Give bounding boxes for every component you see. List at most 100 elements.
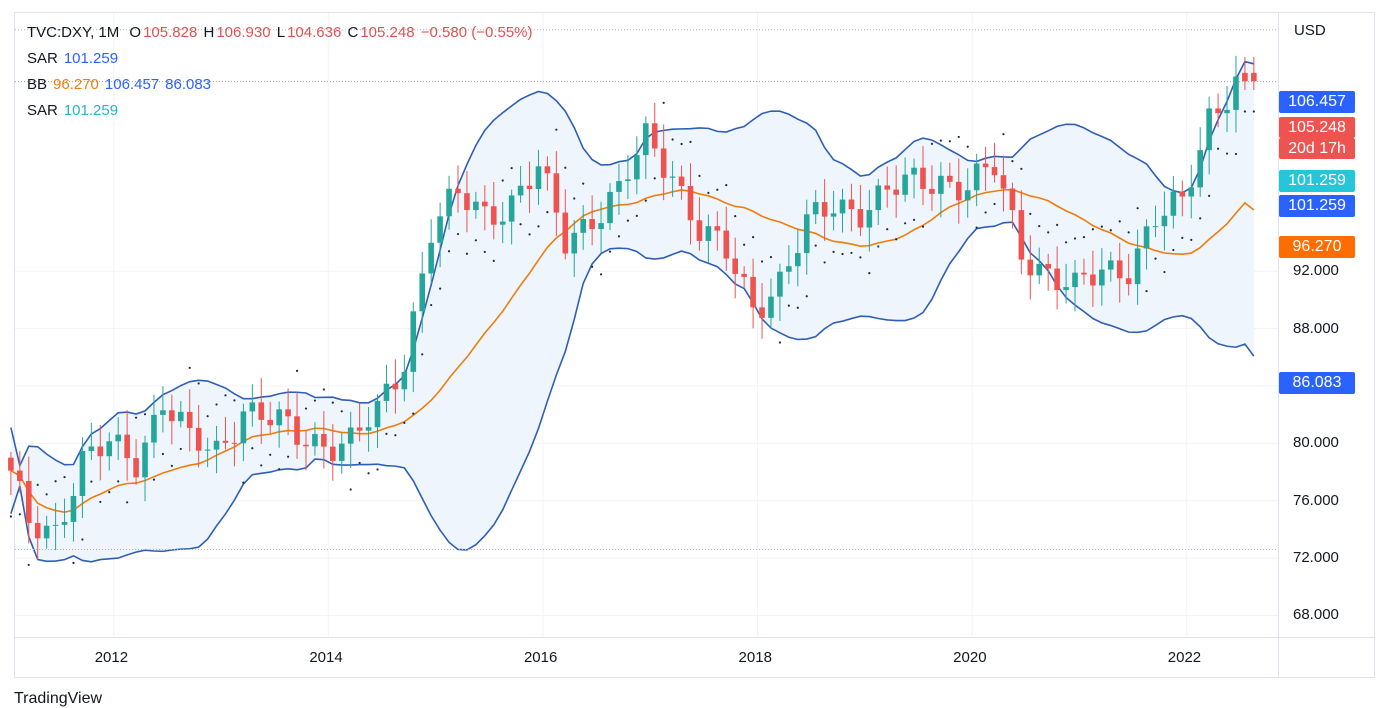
sar-dot bbox=[72, 561, 75, 565]
candle-body bbox=[830, 213, 837, 217]
sar-dot bbox=[1234, 152, 1238, 156]
candle-body bbox=[1215, 108, 1221, 114]
sar-dot bbox=[1047, 231, 1050, 234]
sar-dot bbox=[474, 239, 477, 242]
sar-dot bbox=[751, 236, 755, 239]
time-tick-label: 2016 bbox=[523, 649, 558, 666]
sar-dot bbox=[805, 295, 808, 298]
candle-body bbox=[267, 419, 274, 426]
sar-dot bbox=[912, 218, 916, 221]
sar-dot bbox=[948, 140, 951, 143]
legend-bb[interactable]: BB 96.270 106.457 86.083 bbox=[27, 76, 213, 93]
candle-body bbox=[580, 219, 586, 233]
legend-low: 104.636 bbox=[287, 24, 342, 41]
candle-body bbox=[1081, 272, 1087, 275]
candle-body bbox=[392, 383, 399, 390]
candle-body bbox=[1152, 226, 1159, 228]
candle-body bbox=[768, 296, 774, 318]
candle-body bbox=[177, 411, 184, 422]
candle-body bbox=[204, 449, 211, 451]
candle-body bbox=[312, 434, 318, 447]
sar-dot bbox=[99, 500, 102, 504]
candle-body bbox=[938, 175, 944, 194]
sar-dot bbox=[564, 166, 567, 169]
candle-body bbox=[303, 444, 309, 447]
sar-dot bbox=[430, 303, 433, 307]
sar-dot bbox=[447, 250, 451, 253]
sar-dot bbox=[197, 382, 200, 385]
sar-dot bbox=[412, 412, 415, 415]
sar-dot bbox=[367, 472, 370, 475]
sar-dot bbox=[984, 211, 987, 214]
sar-dot bbox=[260, 464, 263, 467]
candle-body bbox=[428, 242, 434, 274]
sar-dot bbox=[269, 453, 272, 456]
sar-dot bbox=[161, 452, 165, 456]
candle-body bbox=[651, 123, 658, 149]
sar-dot bbox=[1172, 248, 1175, 252]
sar-dot bbox=[376, 468, 379, 471]
tradingview-logo: TradingView bbox=[14, 690, 103, 707]
bb-label: BB bbox=[27, 76, 48, 93]
sar-dot bbox=[1056, 223, 1059, 226]
candle-body bbox=[884, 185, 891, 190]
candle-body bbox=[634, 155, 640, 180]
sar-dot bbox=[814, 244, 817, 247]
candle-body bbox=[589, 219, 595, 230]
candle-body bbox=[1054, 268, 1060, 291]
legend-sar-1[interactable]: SAR 101.259 bbox=[27, 50, 120, 67]
candle-body bbox=[1018, 210, 1025, 260]
candle-body bbox=[490, 206, 497, 225]
sar-dot bbox=[224, 394, 227, 397]
candle-body bbox=[276, 409, 282, 426]
candle-body bbox=[911, 167, 917, 175]
candle-body bbox=[285, 409, 291, 417]
candle-body bbox=[1099, 269, 1105, 286]
candle-body bbox=[383, 383, 390, 401]
sar-dot bbox=[537, 225, 540, 228]
sar-dot bbox=[1208, 194, 1211, 197]
price-tick-label: 76.000 bbox=[1293, 491, 1339, 509]
sar-dot bbox=[439, 287, 442, 290]
sar-dot bbox=[1029, 212, 1032, 215]
sar-dot bbox=[251, 447, 254, 450]
sar2-label: SAR bbox=[27, 102, 58, 119]
candle-body bbox=[473, 201, 479, 211]
candle-body bbox=[258, 402, 265, 420]
sar-dot bbox=[385, 432, 388, 435]
candle-body bbox=[52, 524, 59, 526]
sar-dot bbox=[510, 166, 513, 170]
candle-body bbox=[1197, 150, 1204, 188]
tag-bb-lower: 86.083 bbox=[1279, 372, 1355, 394]
candle-body bbox=[920, 167, 926, 189]
candle-body bbox=[812, 202, 819, 215]
sar-dot bbox=[725, 184, 728, 187]
bb-fill bbox=[10, 61, 1254, 562]
candle-body bbox=[437, 216, 443, 243]
tag-sar-blue: 101.259 bbox=[1279, 195, 1355, 217]
candle-body bbox=[964, 190, 971, 201]
sar-dot bbox=[233, 399, 236, 402]
candle-body bbox=[991, 167, 998, 176]
candle-body bbox=[1188, 187, 1195, 197]
sar-dot bbox=[421, 353, 424, 356]
candle-body bbox=[321, 434, 327, 447]
candle-body bbox=[902, 174, 908, 195]
legend-sar-2[interactable]: SAR 101.259 bbox=[27, 102, 120, 119]
bb-basis-line bbox=[10, 188, 1255, 514]
legend-open: 105.828 bbox=[143, 24, 198, 41]
candle-body bbox=[70, 495, 77, 522]
sar-dot bbox=[45, 493, 48, 496]
sar-dot bbox=[671, 138, 674, 141]
sar-dot bbox=[304, 407, 308, 410]
sar-dot bbox=[707, 191, 710, 194]
sar-dot bbox=[716, 188, 719, 191]
sar-dot bbox=[546, 211, 549, 214]
candle-body bbox=[616, 181, 622, 192]
sar-dot bbox=[286, 455, 290, 458]
candle-body bbox=[562, 212, 569, 254]
candle-body bbox=[642, 123, 649, 156]
candle-body bbox=[759, 307, 765, 318]
bb-upper: 106.457 bbox=[104, 76, 160, 93]
